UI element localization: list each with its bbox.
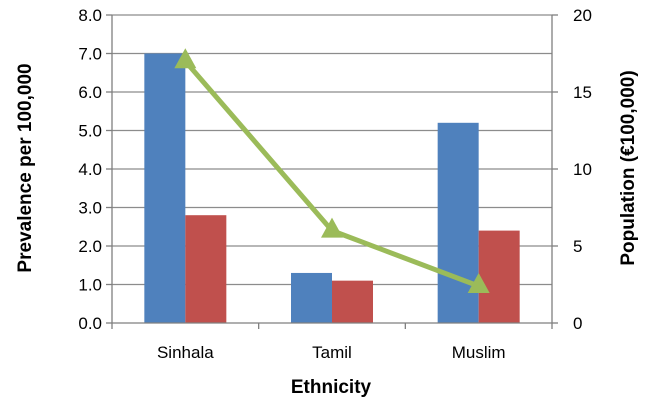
y2-tick-label: 15: [573, 83, 592, 102]
bar: [185, 215, 227, 323]
y-tick-label: 0.0: [78, 314, 102, 333]
line-point-marker: [467, 273, 490, 294]
bar: [332, 280, 373, 323]
line-point-marker: [321, 217, 343, 238]
category-label: Tamil: [312, 343, 352, 362]
y-tick-label: 6.0: [78, 83, 102, 102]
y2-tick-label: 5: [573, 237, 582, 256]
right-axis-ticks: 0 5 10 15 20: [552, 6, 592, 333]
line-point-marker: [174, 48, 197, 69]
y-tick-label: 5.0: [78, 122, 102, 141]
y-axis-title: Prevalence per 100,000: [15, 63, 36, 272]
left-axis-ticks: 0.0 1.0 2.0 3.0 4.0 5.0 6.0 7.0 8.0: [78, 6, 112, 333]
y-tick-label: 7.0: [78, 45, 102, 64]
category-label: Muslim: [452, 343, 506, 362]
bar-series-2: [185, 215, 520, 323]
y2-tick-label: 20: [573, 6, 592, 25]
line-series: [174, 48, 490, 294]
y-tick-label: 1.0: [78, 276, 102, 295]
y-tick-label: 8.0: [78, 6, 102, 25]
category-label: Sinhala: [157, 343, 214, 362]
x-axis-title: Ethnicity: [291, 377, 372, 398]
bar: [291, 272, 332, 323]
y2-tick-label: 10: [573, 160, 592, 179]
y-tick-label: 4.0: [78, 160, 102, 179]
y2-tick-label: 0: [573, 314, 582, 333]
bar: [144, 53, 186, 323]
category-labels: Sinhala Tamil Muslim: [157, 343, 506, 362]
line-path: [183, 59, 480, 289]
y-tick-label: 3.0: [78, 199, 102, 218]
y2-axis-title: Population (€100,000): [618, 70, 639, 265]
bar: [478, 230, 520, 323]
y-tick-label: 2.0: [78, 237, 102, 256]
bar-series-1: [144, 53, 479, 323]
